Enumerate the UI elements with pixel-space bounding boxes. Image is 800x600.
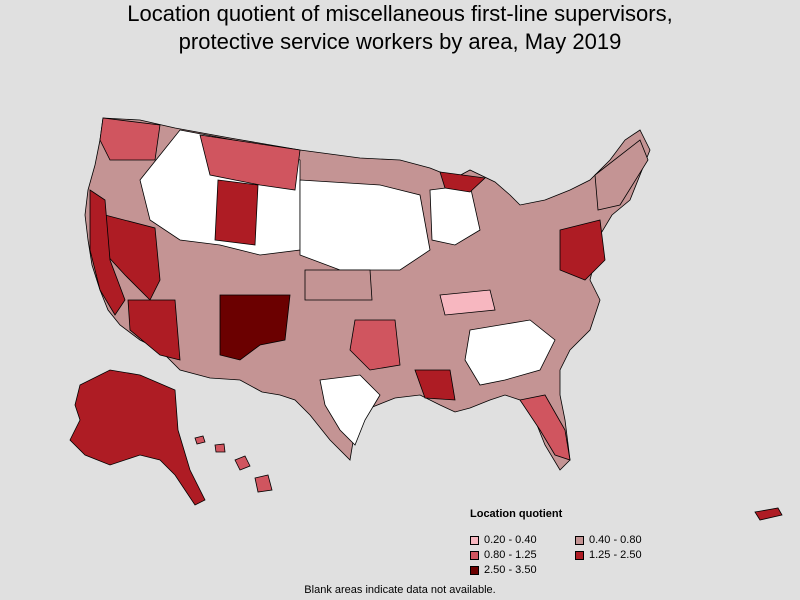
contiguous-us [84, 117, 651, 471]
legend-label: 0.40 - 0.80 [589, 534, 642, 546]
blank-areas-note: Blank areas indicate data not available. [304, 584, 496, 596]
legend-title: Location quotient [470, 508, 563, 520]
region-michigan [439, 171, 486, 193]
region-wyoming [214, 179, 259, 246]
region-blank-plains [299, 179, 431, 271]
region-kentucky [439, 289, 496, 316]
region-texas-east [349, 319, 401, 371]
region-alaska [69, 369, 206, 506]
legend-item: 0.80 - 1.25 [470, 549, 575, 561]
region-louisiana [414, 369, 456, 401]
legend-label: 2.50 - 3.50 [484, 564, 537, 576]
region-washington [99, 117, 161, 161]
legend-swatch [575, 535, 584, 545]
legend-swatch [575, 550, 584, 560]
map-title: Location quotient of miscellaneous first… [0, 0, 800, 56]
region-florida [519, 394, 571, 461]
legend-item: 1.25 - 2.50 [575, 549, 680, 561]
title-line-1: Location quotient of miscellaneous first… [127, 1, 673, 26]
region-new-mexico [219, 294, 291, 361]
region-montana [199, 134, 301, 191]
region-puerto-rico [754, 507, 783, 521]
region-blank-texas [319, 374, 381, 446]
legend-item: 0.20 - 0.40 [470, 534, 575, 546]
legend-swatch [470, 565, 479, 575]
map-legend: Location quotient 0.20 - 0.40 0.40 - 0.8… [470, 508, 700, 576]
legend-label: 0.80 - 1.25 [484, 549, 537, 561]
region-new-england [594, 139, 649, 211]
legend-label: 0.20 - 0.40 [484, 534, 537, 546]
region-california-coast [89, 189, 126, 316]
legend-swatch [470, 535, 479, 545]
legend-item: 2.50 - 3.50 [470, 564, 575, 576]
region-hawaii [194, 435, 273, 493]
legend-items: 0.20 - 0.40 0.40 - 0.80 0.80 - 1.25 1.25… [470, 534, 700, 576]
legend-label: 1.25 - 2.50 [589, 549, 642, 561]
region-arizona [127, 299, 181, 361]
region-mid-atlantic [559, 219, 606, 281]
region-kansas [304, 269, 373, 301]
legend-item: 0.40 - 0.80 [575, 534, 680, 546]
title-line-2: protective service workers by area, May … [178, 29, 622, 54]
region-blank-southeast [464, 319, 556, 386]
legend-swatch [470, 550, 479, 560]
